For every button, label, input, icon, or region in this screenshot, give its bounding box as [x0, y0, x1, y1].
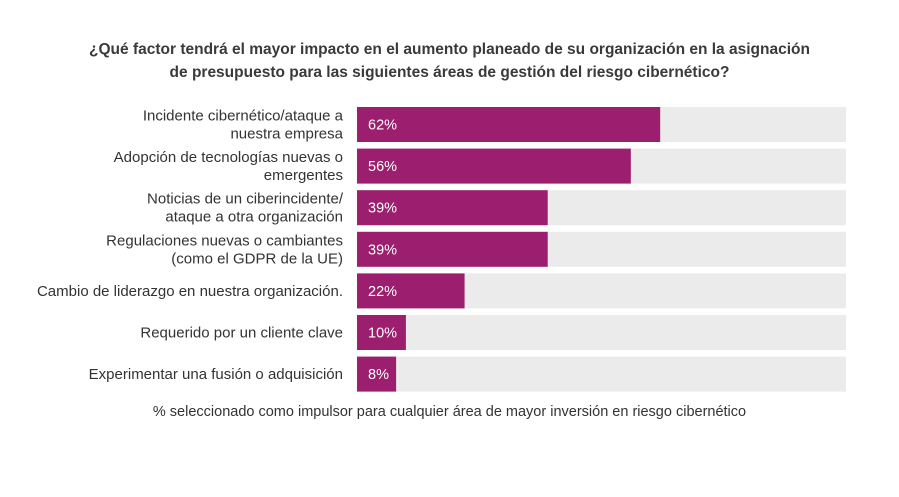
bar-value-label: 8%	[368, 367, 389, 383]
bar	[357, 356, 397, 392]
bar-value-label: 22%	[368, 284, 397, 300]
category-label: Incidente cibernético/ataque a	[143, 108, 344, 125]
category-label: Experimentar una fusión o adquisición	[89, 366, 343, 383]
chart-title-line-2: de presupuesto para las siguientes áreas…	[169, 64, 730, 81]
chart-title: ¿Qué factor tendrá el mayor impacto en e…	[0, 38, 899, 84]
bar	[357, 148, 631, 184]
bar	[357, 107, 661, 142]
category-label: Regulaciones nuevas o cambiantes	[106, 232, 343, 249]
bar	[357, 315, 406, 350]
category-label: emergentes	[264, 167, 343, 184]
category-label: Adopción de tecnologías nuevas o	[114, 149, 343, 166]
category-label: ataque a otra organización	[165, 209, 343, 226]
bar	[357, 231, 548, 267]
category-label: Requerido por un cliente clave	[140, 325, 343, 342]
bar-value-label: 39%	[368, 201, 397, 217]
bar-value-label: 39%	[368, 242, 397, 258]
bar	[357, 190, 548, 226]
category-label: nuestra empresa	[230, 126, 343, 143]
bar-value-label: 56%	[368, 159, 397, 175]
bar-value-label: 62%	[368, 118, 397, 134]
chart-footnote: % seleccionado como impulsor para cualqu…	[152, 404, 747, 420]
category-label: Cambio de liderazgo en nuestra organizac…	[37, 283, 343, 300]
bar-value-label: 10%	[368, 326, 397, 342]
category-label: Noticias de un ciberincidente/	[147, 191, 344, 208]
category-label: (como el GDPR de la UE)	[171, 250, 343, 267]
chart-title-line-1: ¿Qué factor tendrá el mayor impacto en e…	[89, 41, 810, 58]
bar	[357, 273, 465, 309]
bar-track	[357, 356, 846, 392]
bar-track	[357, 315, 846, 350]
